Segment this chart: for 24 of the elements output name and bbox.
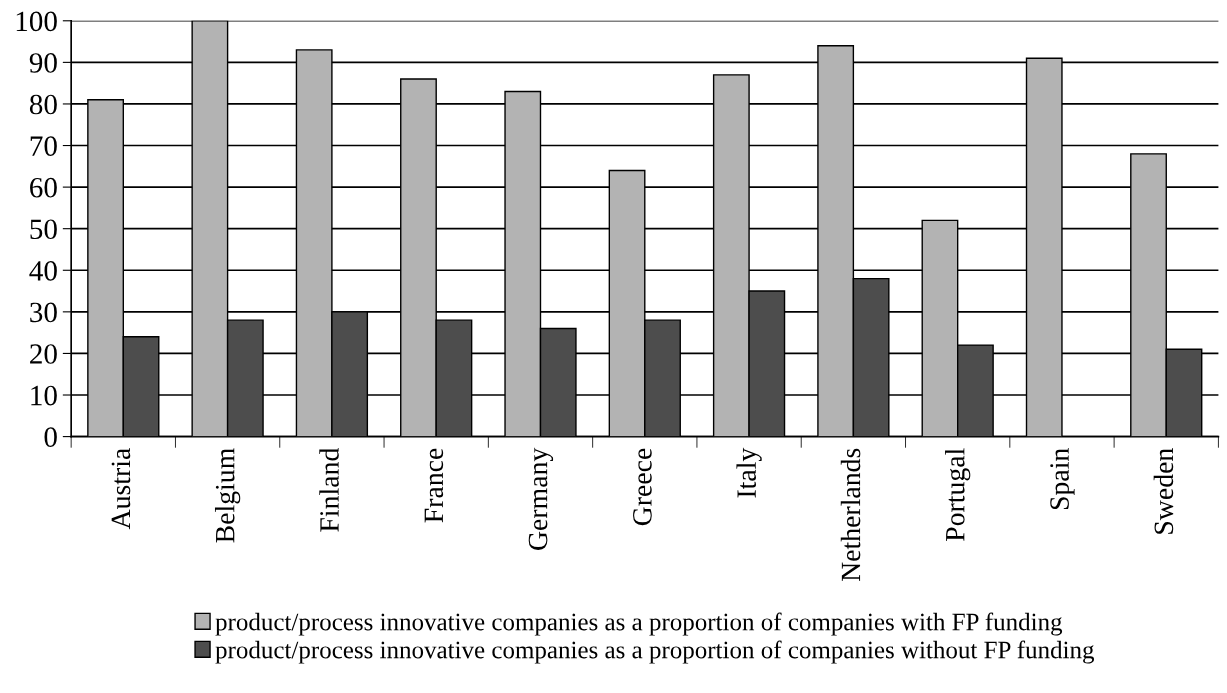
y-tick-label: 60 [30,177,57,198]
x-tick-label: Spain [1050,448,1075,510]
x-tick-label: France [424,448,444,523]
legend-label: product/process innovative companies as a proportion of companies without FP funding [215,640,1095,664]
x-tick-label: Netherlands [840,448,861,582]
y-tick-label: 70 [30,136,57,156]
x-tick-label: Belgium [214,448,241,543]
legend-label: product/process innovative companies as a proportion of companies with FP funding [215,612,1063,636]
x-tick-label: Germany [528,447,554,550]
y-tick-label: 50 [30,219,57,240]
x-tick-label: Austria [111,448,131,530]
x-tick-label: Finland [319,448,339,532]
y-tick-label: 40 [29,260,57,281]
x-tick-label: Sweden [1153,448,1174,534]
y-tick-label: 20 [30,344,57,364]
x-tick-label: Portugal [945,448,971,542]
x-tick-label: Greece [633,448,652,526]
y-tick-label: 90 [29,53,57,73]
y-tick-label: 100 [16,11,57,32]
x-tick-label: Italy [736,447,762,498]
y-tick-label: 30 [30,302,57,323]
y-tick-label: 0 [44,427,57,447]
y-tick-label: 10 [31,385,57,406]
y-tick-label: 80 [29,94,57,115]
